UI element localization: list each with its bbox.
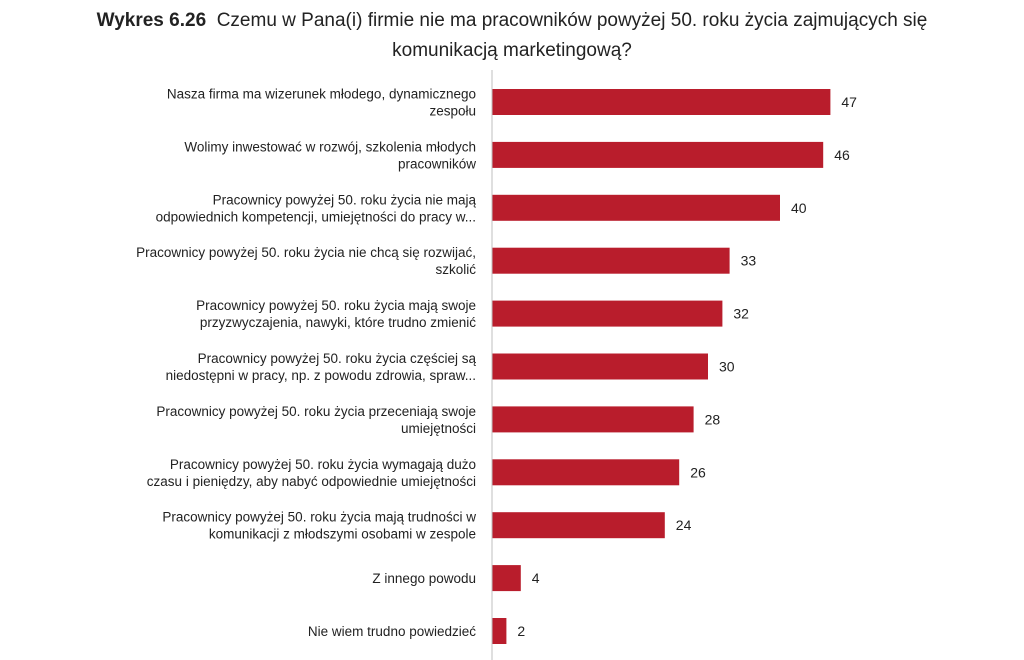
value-label-7: 28 bbox=[705, 411, 721, 427]
category-label-1: Nasza firma ma wizerunek młodego, dynami… bbox=[167, 87, 476, 119]
chart-title-line-2: komunikacją marketingową? bbox=[392, 40, 632, 61]
value-label-4: 33 bbox=[741, 253, 757, 269]
category-label-line: Nie wiem trudno powiedzieć bbox=[308, 624, 476, 639]
category-label-line: czasu i pieniędzy, aby nabyć odpowiednie… bbox=[147, 474, 476, 489]
chart-title: Wykres 6.26 Czemu w Pana(i) firmie nie m… bbox=[0, 6, 1024, 66]
chart-title-label: Wykres 6.26 bbox=[96, 10, 207, 31]
category-labels-layer: Nasza firma ma wizerunek młodego, dynami… bbox=[136, 87, 476, 640]
category-label-7: Pracownicy powyżej 50. roku życia przece… bbox=[156, 404, 476, 436]
category-label-line: Pracownicy powyżej 50. roku życia nie ch… bbox=[136, 245, 476, 260]
category-label-line: szkolić bbox=[435, 262, 476, 277]
category-label-line: Pracownicy powyżej 50. roku życia nie ma… bbox=[213, 192, 477, 207]
category-label-2: Wolimy inwestować w rozwój, szkolenia mł… bbox=[184, 139, 476, 171]
category-label-5: Pracownicy powyżej 50. roku życia mają s… bbox=[196, 298, 476, 330]
value-label-6: 30 bbox=[719, 359, 735, 375]
category-label-line: przyzwyczajenia, nawyki, które trudno zm… bbox=[200, 315, 476, 330]
category-label-4: Pracownicy powyżej 50. roku życia nie ch… bbox=[136, 245, 476, 277]
category-label-9: Pracownicy powyżej 50. roku życia mają t… bbox=[162, 510, 476, 542]
bar-10 bbox=[492, 565, 521, 592]
category-label-line: umiejętności bbox=[401, 421, 476, 436]
bars-layer bbox=[492, 89, 831, 644]
bar-11 bbox=[492, 618, 507, 644]
chart-title-line-1: Wykres 6.26 Czemu w Pana(i) firmie nie m… bbox=[0, 6, 1024, 36]
category-label-11: Nie wiem trudno powiedzieć bbox=[308, 624, 476, 639]
chart-title-text-1: Czemu w Pana(i) firmie nie ma pracownikó… bbox=[216, 10, 928, 31]
category-label-line: Pracownicy powyżej 50. roku życia wymaga… bbox=[170, 457, 476, 472]
value-label-3: 40 bbox=[791, 200, 807, 216]
category-label-line: Nasza firma ma wizerunek młodego, dynami… bbox=[167, 87, 476, 102]
bar-6 bbox=[492, 353, 708, 380]
bar-2 bbox=[492, 141, 824, 168]
bar-1 bbox=[492, 89, 831, 115]
value-label-9: 24 bbox=[676, 517, 692, 533]
category-label-line: Pracownicy powyżej 50. roku życia mają t… bbox=[162, 510, 476, 525]
value-label-10: 4 bbox=[532, 570, 540, 586]
bar-4 bbox=[492, 247, 730, 274]
category-label-10: Z innego powodu bbox=[372, 571, 476, 586]
category-label-3: Pracownicy powyżej 50. roku życia nie ma… bbox=[156, 192, 477, 224]
bar-5 bbox=[492, 300, 723, 327]
value-label-5: 32 bbox=[733, 306, 749, 322]
category-label-line: niedostępni w pracy, np. z powodu zdrowi… bbox=[166, 368, 476, 383]
category-label-line: Pracownicy powyżej 50. roku życia części… bbox=[198, 351, 477, 366]
category-label-line: komunikacji z młodszymi osobami w zespol… bbox=[209, 527, 476, 542]
category-label-line: odpowiednich kompetencji, umiejętności d… bbox=[156, 209, 476, 224]
value-label-1: 47 bbox=[841, 94, 857, 110]
category-label-line: Pracownicy powyżej 50. roku życia mają s… bbox=[196, 298, 476, 313]
value-label-2: 46 bbox=[834, 147, 850, 163]
category-label-line: Wolimy inwestować w rozwój, szkolenia mł… bbox=[184, 139, 476, 154]
value-labels-layer: 47 46 40 33 32 30 28 26 24 4 2 bbox=[517, 94, 857, 639]
bar-9 bbox=[492, 512, 665, 539]
category-label-line: Z innego powodu bbox=[372, 571, 476, 586]
category-label-line: pracowników bbox=[398, 156, 476, 171]
bar-7 bbox=[492, 406, 694, 433]
bar-3 bbox=[492, 194, 780, 221]
bar-8 bbox=[492, 459, 680, 486]
category-label-line: zespołu bbox=[429, 104, 476, 119]
value-label-8: 26 bbox=[690, 464, 706, 480]
category-label-6: Pracownicy powyżej 50. roku życia części… bbox=[166, 351, 477, 383]
category-label-line: Pracownicy powyżej 50. roku życia przece… bbox=[156, 404, 476, 419]
value-label-11: 2 bbox=[517, 623, 525, 639]
category-label-8: Pracownicy powyżej 50. roku życia wymaga… bbox=[147, 457, 476, 489]
